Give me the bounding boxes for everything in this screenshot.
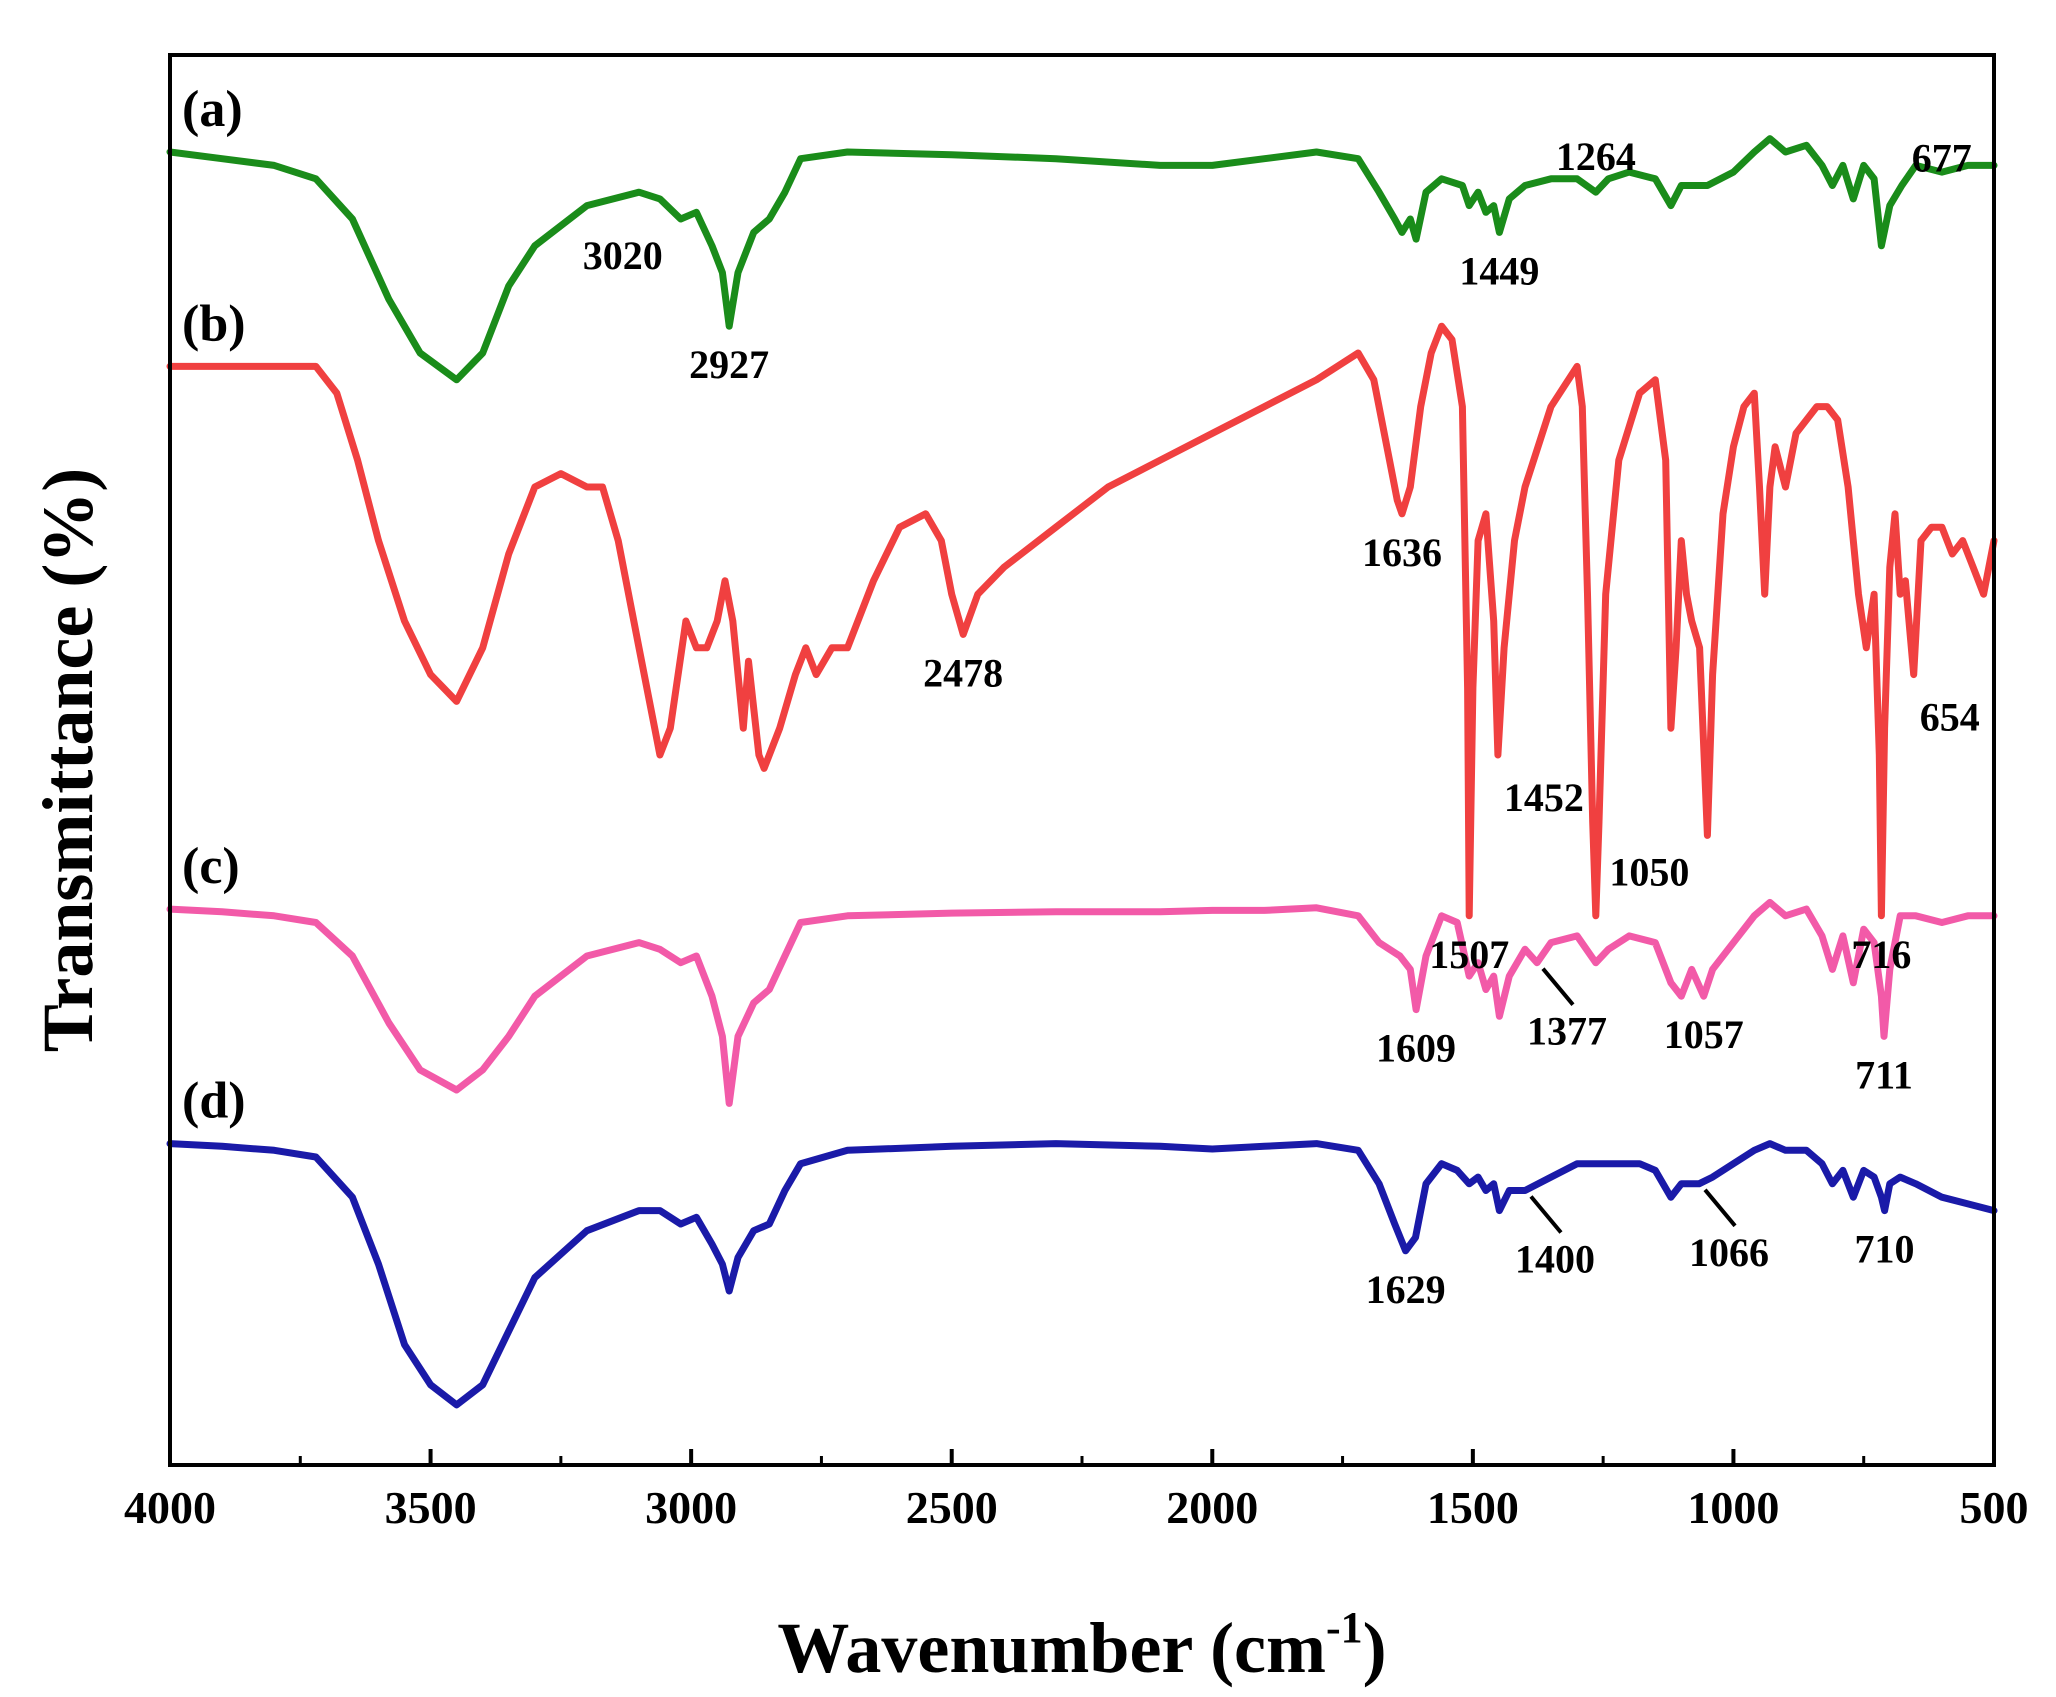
x-tick-label-2000: 2000: [1166, 1482, 1258, 1533]
peak-label-1264: 1264: [1556, 134, 1636, 179]
peak-label-1050: 1050: [1609, 849, 1689, 894]
peak-label-654: 654: [1920, 695, 1980, 740]
series-line-1: [166, 322, 1998, 920]
series-label-3: (d): [182, 1073, 246, 1130]
peak-label-1507: 1507: [1429, 932, 1509, 977]
peak-label-1629: 1629: [1366, 1267, 1446, 1312]
x-axis-title-main: Wavenumber (cm: [777, 1608, 1326, 1688]
peak-label-710: 710: [1855, 1227, 1915, 1272]
peak-label-1636: 1636: [1362, 530, 1442, 575]
x-axis-title: Wavenumber (cm-1): [777, 1603, 1386, 1688]
peak-label-677: 677: [1912, 136, 1972, 181]
x-tick-label-500: 500: [1960, 1482, 2029, 1533]
x-tick-label-1500: 1500: [1427, 1482, 1519, 1533]
peak-label-2927: 2927: [689, 342, 769, 387]
x-tick-label-2500: 2500: [906, 1482, 998, 1533]
series-label-0: (a): [182, 81, 243, 138]
peak-label-716: 716: [1851, 932, 1911, 977]
x-axis-title-superscript: -1: [1326, 1603, 1363, 1652]
peak-label-1609: 1609: [1376, 1026, 1456, 1071]
x-axis: 4000 3500 3000 2500 2000 1500 1000 500: [124, 1449, 2029, 1533]
peak-label-1452: 1452: [1504, 775, 1584, 820]
peak-label-1377: 1377: [1527, 1009, 1607, 1054]
plot-series: [166, 135, 1998, 1409]
peak-label-711: 711: [1855, 1052, 1913, 1097]
x-tick-label-4000: 4000: [124, 1482, 216, 1533]
x-tick-label-1000: 1000: [1687, 1482, 1779, 1533]
y-axis-title: Transmittance (%): [28, 468, 108, 1053]
peak-label-3020: 3020: [583, 233, 663, 278]
peak-leader-1066: [1703, 1188, 1737, 1228]
peak-label-1400: 1400: [1515, 1237, 1595, 1282]
peak-label-1449: 1449: [1459, 248, 1539, 293]
series-label-2: (c): [182, 838, 240, 895]
peak-leader-1400: [1529, 1195, 1563, 1234]
series-line-2: [166, 898, 1998, 1107]
peak-label-2478: 2478: [923, 650, 1003, 695]
peak-label-1066: 1066: [1689, 1230, 1769, 1275]
series-line-3: [166, 1140, 1998, 1409]
series-line-0: [166, 135, 1998, 384]
x-axis-title-close: ): [1363, 1608, 1387, 1688]
series-labels: (a) (b) (c) (d): [182, 81, 246, 1130]
peak-label-1057: 1057: [1664, 1012, 1744, 1057]
x-tick-label-3500: 3500: [385, 1482, 477, 1533]
series-label-1: (b): [182, 295, 246, 352]
peak-labels: 3020 2927 1449 1264 677 2478 1636 1507 1452 1050 7…: [583, 134, 1980, 1312]
peak-leader-1377: [1541, 967, 1575, 1006]
x-tick-label-3000: 3000: [645, 1482, 737, 1533]
